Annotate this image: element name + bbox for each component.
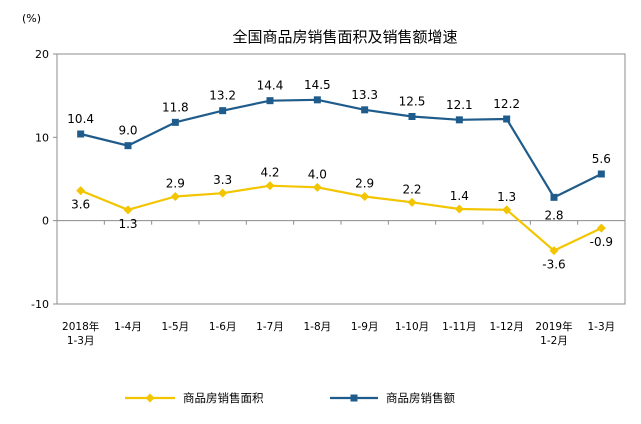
data-label-sales-amount: 11.8 — [162, 100, 189, 114]
data-label-sales-amount: 2.8 — [544, 208, 563, 222]
x-tick-label: 1-11月 — [442, 321, 476, 333]
x-tick-label-line: 1-2月 — [540, 335, 568, 347]
data-point-diamond — [360, 192, 370, 201]
data-label-sales-amount: 12.1 — [446, 98, 473, 112]
data-label-sales-amount: 14.5 — [304, 78, 331, 92]
plot-frame — [56, 53, 626, 305]
x-tick-label-line: 1-3月 — [67, 335, 95, 347]
data-point-diamond — [265, 181, 275, 191]
data-point-square — [455, 116, 463, 124]
x-tick-label: 1-9月 — [351, 321, 379, 333]
data-point-square — [77, 130, 85, 138]
legend-item-sales-amount: 商品房销售额 — [330, 391, 455, 405]
x-tick-label-line: 1-8月 — [304, 321, 332, 333]
data-point-square — [550, 193, 558, 201]
series-line — [80, 184, 602, 252]
x-tick-label-line: 1-7月 — [256, 321, 284, 333]
chart-title: 全国商品房销售面积及销售额增速 — [232, 28, 457, 46]
y-tick-label: 20 — [35, 48, 49, 61]
data-label-sales-amount: 13.2 — [209, 89, 236, 103]
y-tick-label: 0 — [42, 215, 49, 228]
data-label-sales-area: -0.9 — [590, 235, 613, 249]
data-label-sales-area: 2.9 — [166, 177, 185, 191]
data-label-sales-area: 2.9 — [355, 177, 374, 191]
x-tick-label: 1-6月 — [209, 321, 237, 333]
data-point-diamond — [407, 197, 417, 207]
data-point-diamond — [76, 186, 86, 196]
legend-label: 商品房销售面积 — [183, 391, 264, 405]
x-tick-label: 1-5月 — [162, 321, 190, 333]
x-tick-label: 2019年 1-2月 — [535, 320, 572, 347]
series-sales-amount — [77, 96, 605, 201]
data-label-sales-area: 3.3 — [213, 173, 232, 187]
data-label-sales-area: 4.0 — [308, 167, 327, 181]
data-point-square — [266, 97, 274, 105]
data-point-square — [408, 113, 416, 120]
x-tick-label: 2018年 1-3月 — [62, 320, 99, 347]
data-label-sales-amount: 13.3 — [351, 88, 378, 102]
x-tick-label: 1-10月 — [395, 321, 429, 333]
x-tick-label: 1-3月 — [588, 321, 616, 333]
y-tick-label: 10 — [35, 131, 49, 144]
x-tick-label: 1-8月 — [304, 321, 332, 333]
data-point-square — [361, 106, 369, 114]
x-tick-label-line: 1-12月 — [489, 321, 523, 333]
data-point-diamond — [596, 223, 606, 233]
data-point-diamond — [170, 192, 180, 201]
x-tick-label-line: 1-10月 — [395, 321, 429, 333]
data-label-sales-area: 4.2 — [260, 166, 279, 180]
data-point-diamond — [123, 205, 133, 215]
data-point-square — [171, 118, 179, 126]
data-point-diamond — [218, 188, 228, 198]
data-label-sales-area: 1.4 — [450, 189, 469, 203]
data-label-sales-area: 1.3 — [118, 217, 137, 231]
x-tick-label-line: 1-9月 — [351, 321, 379, 333]
legend-marker-diamond — [145, 393, 155, 403]
data-point-diamond — [312, 182, 322, 192]
data-label-sales-amount: 10.4 — [67, 112, 94, 126]
data-point-diamond — [549, 246, 559, 256]
x-tick-label-line: 1-4月 — [114, 321, 142, 333]
data-label-sales-area: 3.6 — [71, 198, 90, 212]
series-sales-area — [76, 181, 606, 256]
data-label-sales-amount: 12.5 — [399, 95, 426, 109]
legend-label: 商品房销售额 — [386, 391, 455, 405]
data-labels: 3.6 1.3 2.9 3.3 4.2 4.0 2.9 2.2 1.4 1.3 -3.6 -0.9 10… — [67, 78, 613, 272]
data-label-sales-area: 1.3 — [497, 190, 516, 204]
data-point-diamond — [502, 205, 512, 215]
data-point-square — [503, 115, 511, 123]
x-tick-label-line: 1-11月 — [442, 321, 476, 333]
x-tick-label: 1-12月 — [489, 321, 523, 333]
series-layer — [76, 96, 606, 256]
x-tick-label-line: 1-6月 — [209, 321, 237, 333]
data-point-square — [219, 107, 227, 115]
legend: 商品房销售面积 商品房销售额 — [125, 391, 455, 405]
x-tick-label-line: 2019年 — [535, 320, 572, 333]
data-point-square — [597, 170, 605, 178]
axes: -10 0 10 20 2018年 1-3月 1-4月 1-5月 1-6月 1-7月 1-8月 1-9… — [31, 48, 626, 347]
x-tick-label-line: 1-5月 — [162, 321, 190, 333]
x-tick-label: 1-4月 — [114, 321, 142, 333]
x-tick-label: 1-7月 — [256, 321, 284, 333]
data-point-square — [124, 142, 132, 150]
data-label-sales-area: -3.6 — [542, 258, 565, 272]
x-tick-label-line: 1-3月 — [588, 321, 616, 333]
legend-item-sales-area: 商品房销售面积 — [125, 391, 264, 405]
legend-marker-square — [350, 394, 358, 402]
y-axis-unit-label: (%) — [22, 12, 41, 25]
series-line — [80, 98, 602, 199]
y-tick-label: -10 — [31, 298, 49, 311]
data-point-square — [313, 96, 321, 104]
x-tick-label-line: 2018年 — [62, 320, 99, 333]
data-point-diamond — [454, 204, 464, 214]
data-label-sales-amount: 14.4 — [257, 79, 284, 93]
data-label-sales-amount: 12.2 — [493, 97, 520, 111]
data-label-sales-area: 2.2 — [402, 182, 421, 196]
data-label-sales-amount: 5.6 — [592, 152, 611, 166]
data-label-sales-amount: 9.0 — [118, 124, 137, 138]
